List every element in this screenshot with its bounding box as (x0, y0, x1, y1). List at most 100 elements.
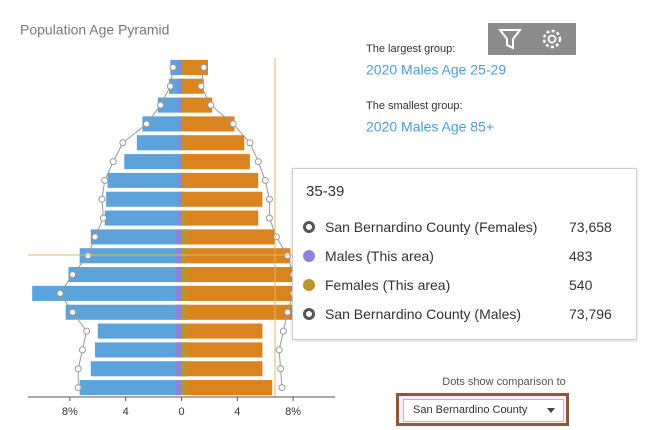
bar (175, 304, 182, 320)
settings-button[interactable] (542, 29, 562, 49)
comparison-dot (119, 139, 127, 147)
comparison-dot (265, 214, 273, 222)
bar (79, 380, 182, 396)
bar (181, 304, 188, 320)
comparison-dot (229, 120, 237, 128)
comparison-dot (74, 365, 82, 373)
x-tick-label: 4 (234, 406, 240, 418)
legend-swatch (303, 250, 315, 262)
comparison-dot (78, 346, 86, 354)
bar (181, 342, 263, 358)
comparison-dot (277, 365, 285, 373)
bar (181, 191, 185, 207)
bar (106, 191, 182, 207)
bar (104, 210, 182, 226)
comparison-label: Dots show comparison to (442, 376, 566, 388)
bar (124, 154, 182, 170)
comparison-dot (169, 63, 177, 71)
bar (94, 342, 182, 358)
comparison-dot (200, 63, 208, 71)
tooltip: 35-39 San Bernardino County (Females) 73,… (292, 168, 637, 340)
filter-button[interactable] (497, 29, 523, 50)
bar (136, 135, 182, 151)
dropdown-box[interactable]: San Bernardino County (403, 399, 564, 422)
comparison-dot (197, 82, 205, 90)
comparison-dot (261, 176, 269, 184)
legend-swatch (303, 279, 315, 291)
bar (181, 323, 188, 339)
settings-icon (547, 34, 557, 44)
bar (181, 267, 295, 283)
bar (175, 267, 182, 283)
bar (181, 59, 185, 75)
comparison-dot (284, 252, 292, 260)
bar (181, 380, 188, 396)
bar (175, 380, 182, 396)
bar (178, 154, 182, 170)
comparison-dot (99, 214, 107, 222)
tooltip-row: Females (This area) 540 (303, 275, 623, 295)
bar (181, 97, 185, 113)
legend-label: San Bernardino County (Females) (325, 219, 538, 235)
bar (175, 323, 182, 339)
bar (178, 172, 182, 188)
comparison-dot (74, 384, 82, 392)
largest-value: 2020 Males Age 25-29 (366, 62, 506, 78)
tooltip-row: San Bernardino County (Males) 73,796 (303, 304, 623, 324)
smallest-value: 2020 Males Age 85+ (366, 119, 494, 135)
tooltip-value: 483 (569, 248, 593, 264)
comparison-dot (254, 158, 262, 166)
bar (181, 285, 295, 301)
comparison-dot (272, 233, 280, 241)
bar (175, 285, 182, 301)
comparison-dropdown[interactable]: San Bernardino County (396, 393, 569, 426)
bar (181, 210, 259, 226)
bar (68, 267, 182, 283)
bar (181, 78, 204, 94)
dropdown-arrow (547, 408, 555, 413)
bar (181, 248, 188, 264)
bar (90, 229, 182, 245)
bar (157, 97, 182, 113)
tooltip-row: Males (This area) 483 (303, 246, 623, 266)
x-tick-label: 0 (178, 406, 184, 418)
bar (178, 78, 182, 94)
x-tick-label: 8% (62, 406, 78, 418)
comparison-dot (278, 384, 286, 392)
bar (181, 191, 263, 207)
tooltip-row: San Bernardino County (Females) 73,658 (303, 217, 623, 237)
bar (177, 210, 182, 226)
tooltip-value: 73,658 (569, 219, 612, 235)
bar (181, 361, 188, 377)
bar (181, 229, 275, 245)
bar (107, 172, 182, 188)
bar (181, 172, 259, 188)
bar (181, 116, 235, 132)
comparison-dot (166, 82, 174, 90)
comparison-dot (83, 327, 91, 335)
bar (168, 78, 182, 94)
comparison-dot (279, 327, 287, 335)
comparison-line (200, 67, 294, 388)
legend-swatch (303, 221, 315, 233)
bar (175, 248, 182, 264)
tooltip-value: 540 (569, 277, 593, 293)
comparison-dot (98, 195, 106, 203)
bar (181, 97, 213, 113)
bar (181, 116, 185, 132)
tooltip-value: 73,796 (569, 306, 612, 322)
bar (178, 191, 182, 207)
bar (181, 285, 188, 301)
bar (181, 135, 245, 151)
comparison-dot (84, 252, 92, 260)
bar (181, 361, 263, 377)
comparison-dot (56, 289, 64, 297)
bar (181, 59, 209, 75)
tooltip-title: 35-39 (306, 183, 345, 200)
comparison-dot (284, 308, 292, 316)
bar (181, 342, 188, 358)
bar (178, 116, 182, 132)
comparison-dot (157, 101, 165, 109)
